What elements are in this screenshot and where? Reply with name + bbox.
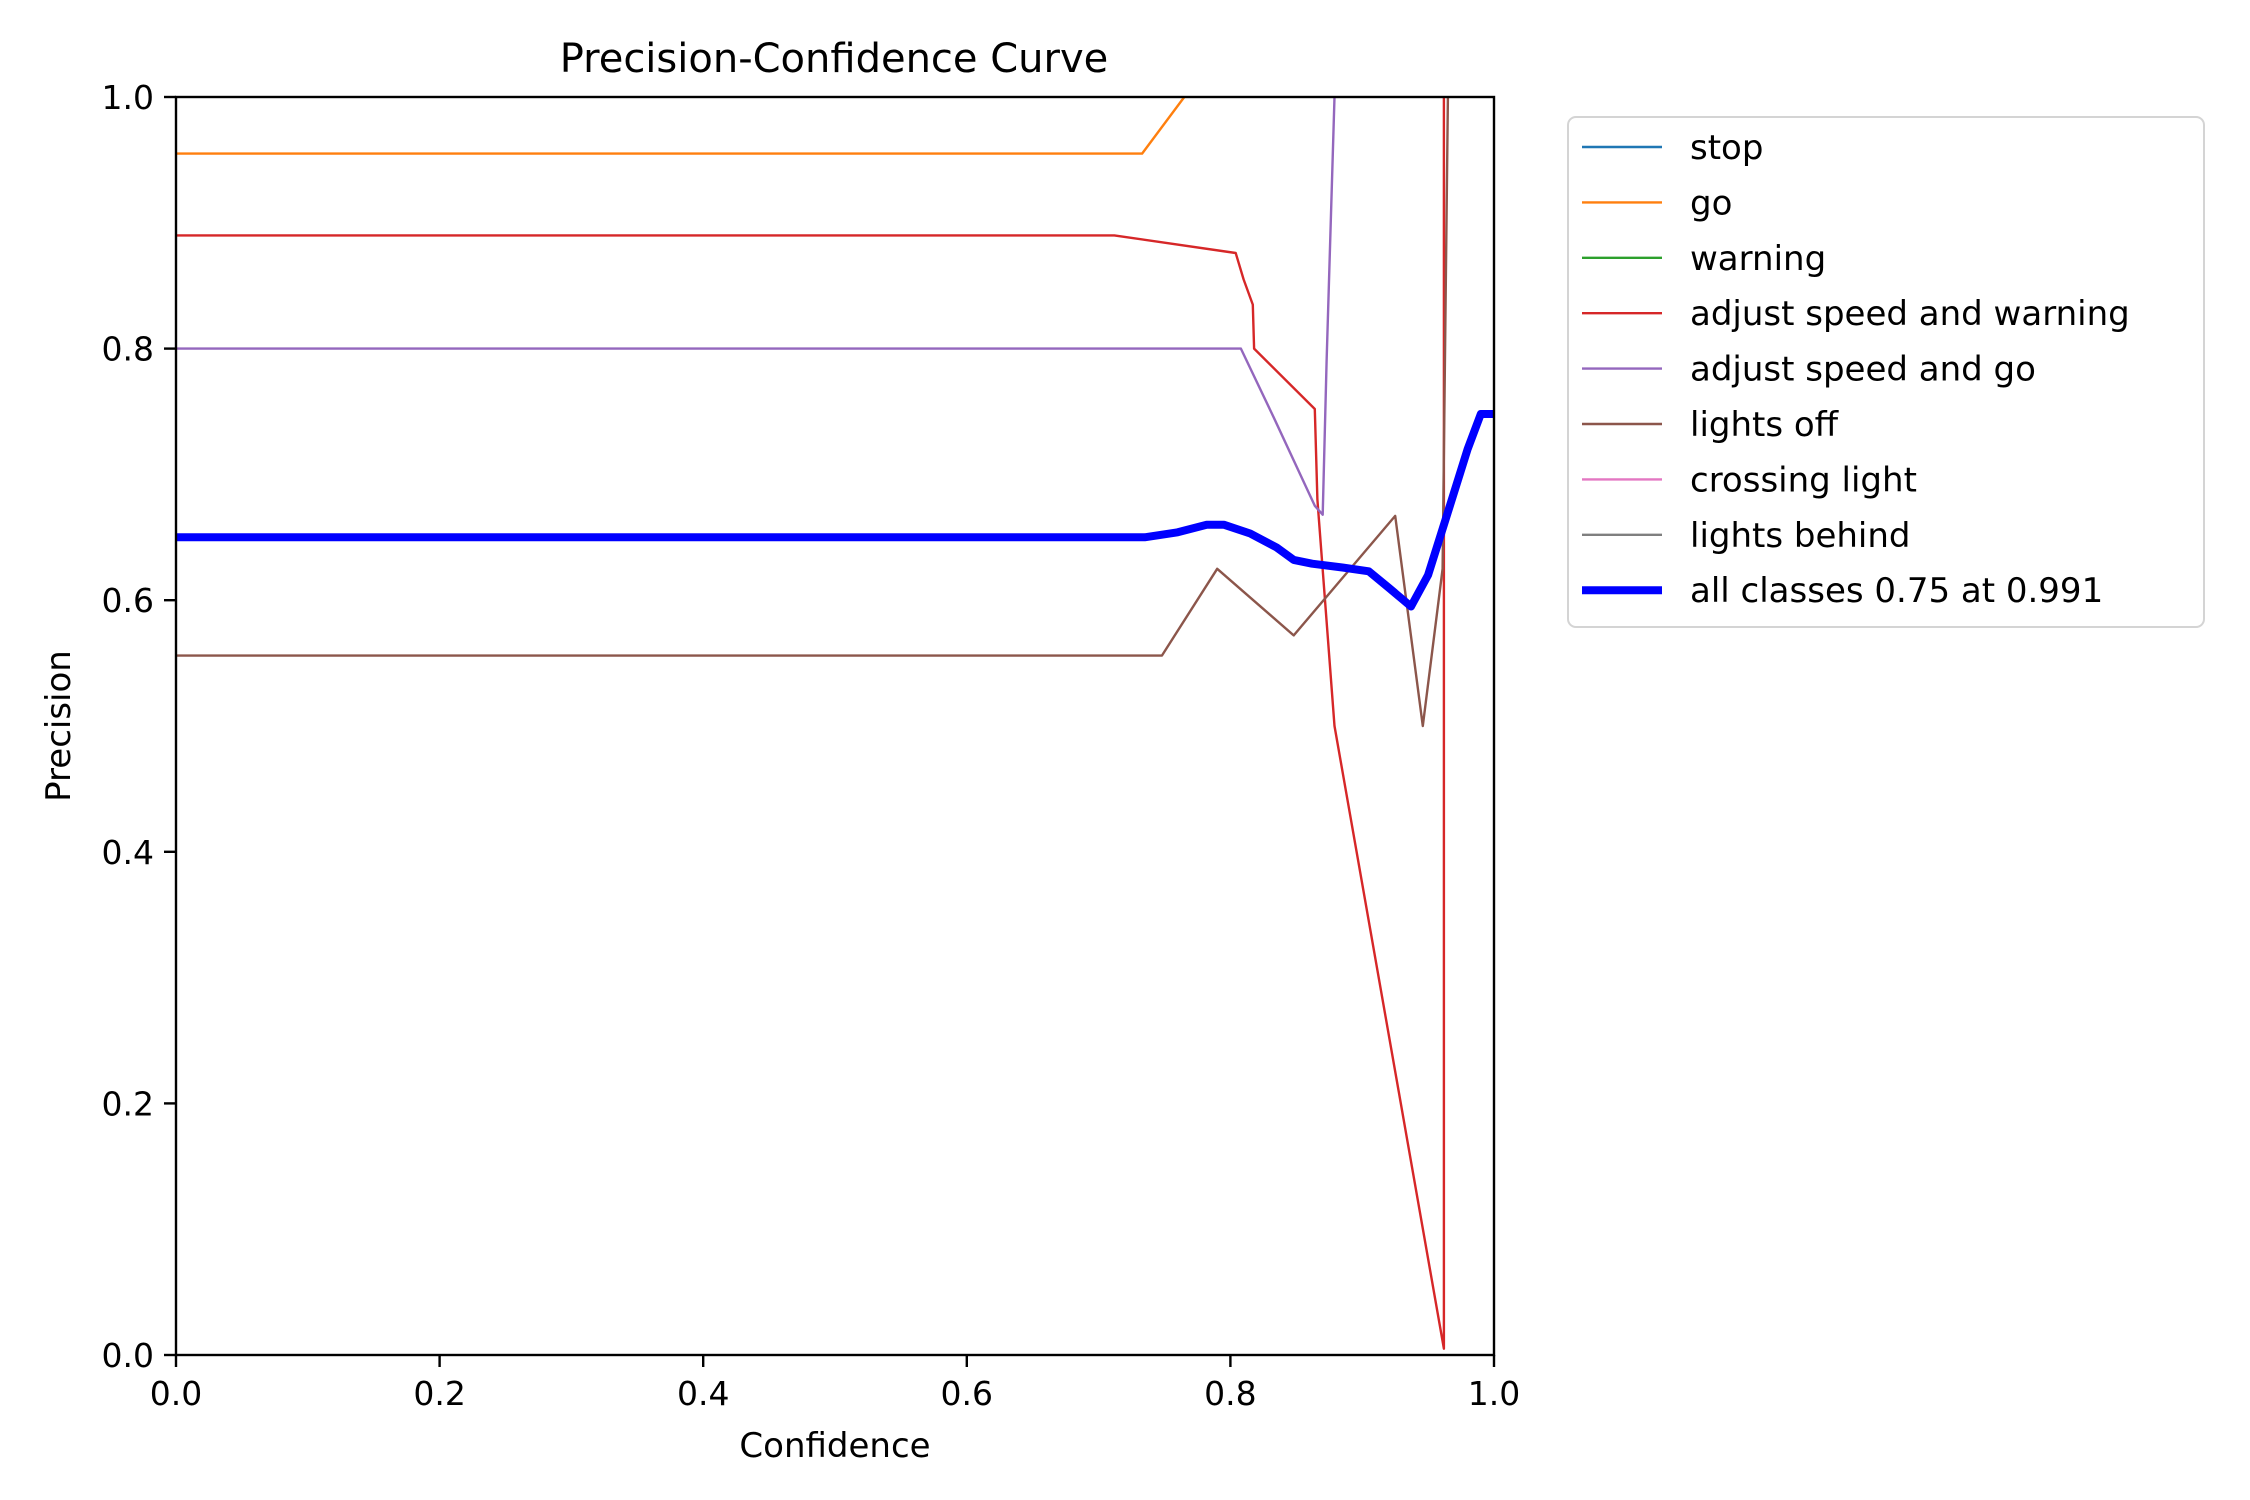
- x-tick-label: 0.8: [1204, 1374, 1256, 1413]
- x-tick-label: 0.0: [150, 1374, 202, 1413]
- plot-frame: [174, 95, 1496, 1357]
- y-tick-label: 0.0: [102, 1336, 154, 1375]
- legend-box: [1567, 116, 2205, 628]
- y-tick-label: 0.6: [102, 581, 154, 620]
- legend-label-warning: warning: [1690, 239, 1826, 279]
- legend-label-adjust-speed-and-warning: adjust speed and warning: [1690, 294, 2130, 334]
- series-line-adjust-speed-and-go: [176, 96, 1336, 516]
- legend: stop go warning adjust speed and warning adj…: [1567, 116, 2205, 628]
- x-axis-label: Confidence: [739, 1426, 930, 1466]
- legend-label-crossing-light: crossing light: [1690, 460, 1917, 500]
- y-tick-label: 1.0: [102, 78, 154, 117]
- series-line-lights-off: [176, 96, 1450, 728]
- legend-label-stop: stop: [1690, 128, 1763, 168]
- y-tick-label: 0.8: [102, 330, 154, 369]
- series-line-adjust-speed-and-warning: [176, 97, 1446, 1350]
- series-line-go: [176, 96, 1186, 155]
- x-tick-label: 0.6: [941, 1374, 993, 1413]
- y-axis-label: Precision: [39, 650, 79, 802]
- plot-lines: [176, 96, 1494, 1350]
- series-line-all-classes-0-75-at-0-991: [176, 410, 1494, 611]
- legend-label-lights-behind: lights behind: [1690, 516, 1911, 556]
- legend-label-go: go: [1690, 183, 1732, 223]
- x-tick-label: 0.4: [677, 1374, 729, 1413]
- y-axis-ticks: 0.0 0.2 0.4 0.6 0.8 1.0: [102, 78, 176, 1375]
- legend-label-all-classes-0-75-at-0-991: all classes 0.75 at 0.991: [1690, 571, 2103, 611]
- x-tick-label: 0.2: [413, 1374, 465, 1413]
- chart-title: Precision-Confidence Curve: [560, 36, 1109, 82]
- x-tick-label: 1.0: [1468, 1374, 1520, 1413]
- legend-label-adjust-speed-and-go: adjust speed and go: [1690, 350, 2036, 390]
- x-axis-ticks: 0.0 0.2 0.4 0.6 0.8 1.0: [150, 1355, 1520, 1413]
- y-tick-label: 0.4: [102, 833, 154, 872]
- y-tick-label: 0.2: [102, 1084, 154, 1123]
- legend-label-lights-off: lights off: [1690, 405, 1840, 445]
